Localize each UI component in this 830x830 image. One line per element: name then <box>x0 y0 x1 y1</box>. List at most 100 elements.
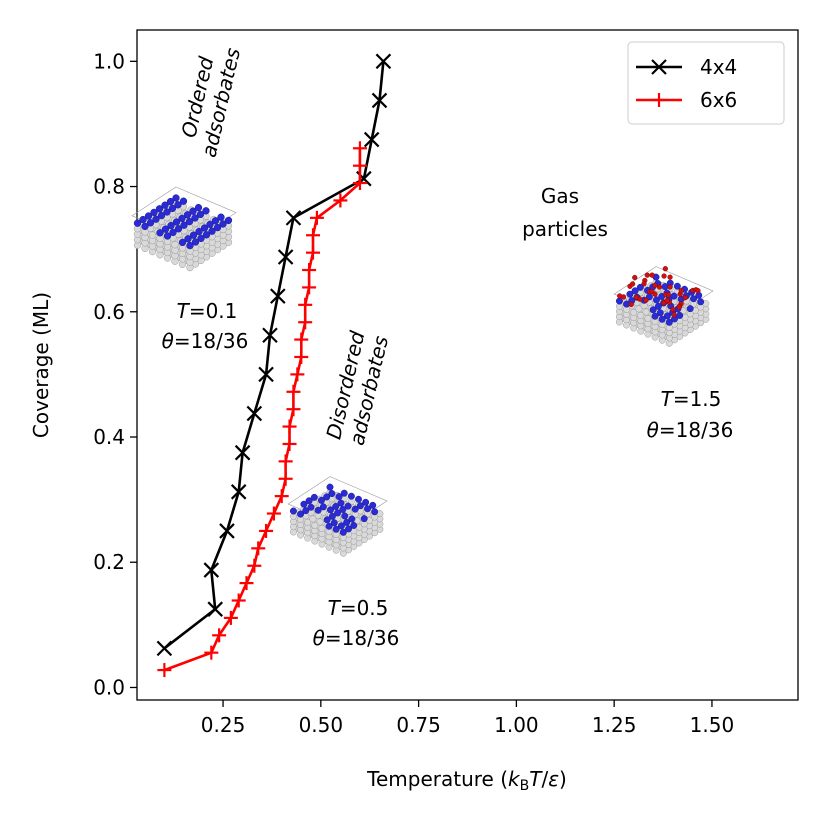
inset-disordered-surface-adsorbate-atom <box>345 525 353 533</box>
data-point-4x4 <box>371 92 388 109</box>
inset-ordered-surface-adsorbate-atom <box>169 228 177 237</box>
inset-gas-surface-adsorbate-atom <box>636 283 644 291</box>
inset-disordered-surface-adsorbate-atom <box>362 498 370 506</box>
caption-high-theta-val: =18/36 <box>659 418 733 442</box>
inset-disordered-surface-adsorbate-atom <box>339 528 347 536</box>
inset-gas-surface-adsorbate-atom <box>652 296 660 304</box>
inset-gas-surface-adsorbate-atom <box>670 292 678 300</box>
inset-gas-surface-gas-particle <box>667 284 673 290</box>
inset-ordered-surface-adsorbate-atom <box>224 216 233 225</box>
x-axis-ticks: 0.25 0.50 0.75 1.00 1.25 1.50 <box>201 700 734 737</box>
inset-ordered-surface-adsorbate-atom <box>194 203 203 212</box>
caption-mid-theta-val: =18/36 <box>325 626 399 650</box>
inset-disordered-surface-adsorbate-atom <box>305 497 313 505</box>
inset-gas-surface-adsorbate-atom <box>663 312 671 320</box>
inset-disordered-surface-adsorbate-atom <box>302 507 310 515</box>
inset-ordered-surface-adsorbate-atom <box>183 211 192 219</box>
plot-area-frame <box>136 29 799 701</box>
inset-disordered-surface-adsorbate-atom <box>300 500 308 508</box>
inset-disordered-surface-adsorbate-atom <box>350 522 358 529</box>
caption-mid-theta-var: θ <box>313 626 325 650</box>
caption-mid-theta: θ=18/36 <box>313 626 400 650</box>
inset-gas-surface-gas-particle <box>629 281 636 287</box>
inset-disordered-surface-adsorbate-atom <box>348 515 356 523</box>
inset-ordered-surface-adsorbate-atom <box>156 229 164 237</box>
inset-ordered-surface-adsorbate-atom <box>197 234 205 243</box>
inset-ordered-surface-adsorbate-atom <box>172 194 180 202</box>
data-point-6x6 <box>266 506 281 521</box>
caption-low-theta: θ=18/36 <box>162 329 249 353</box>
inset-ordered-surface-adsorbate-atom <box>208 227 216 235</box>
data-point-6x6 <box>286 384 301 399</box>
legend-entry-4x4: 4x4 <box>636 55 737 79</box>
inset-ordered-surface-adsorbate-atom <box>191 214 199 222</box>
inset-disordered-surface-adsorbate-atom <box>371 508 379 516</box>
inset-gas-surface-gas-particle <box>652 291 658 297</box>
inset-ordered-surface-adsorbate-atom <box>219 220 227 228</box>
inset-ordered-surface-adsorbate-atom <box>146 219 155 227</box>
inset-disordered-surface-adsorbate-atom <box>317 496 325 504</box>
data-point-4x4 <box>219 523 235 539</box>
inset-ordered-surface-adsorbate-atom <box>213 223 222 232</box>
inset-disordered-surface-adsorbate-atom <box>355 495 362 503</box>
inset-gas-surface-adsorbate-atom <box>658 315 666 323</box>
series-6x6 <box>157 141 367 678</box>
data-point-4x4 <box>270 288 286 304</box>
x-axis-label-text: Temperature (kBT/ε) <box>366 767 567 794</box>
inset-ordered-surface-adsorbate-atom <box>202 231 211 239</box>
inset-disordered-surface-adsorbate-atom <box>319 503 327 511</box>
inset-disordered-surface-adsorbate-atom <box>328 512 336 520</box>
inset-gas-surface-substrate-atom <box>635 305 643 313</box>
inset-disordered-surface-adsorbate-atom <box>310 493 318 501</box>
series-line-4x4 <box>163 61 385 650</box>
data-point-6x6 <box>204 645 219 660</box>
data-point-6x6 <box>157 663 172 678</box>
inset-ordered-surface-adsorbate-atom <box>152 215 160 223</box>
inset-gas-surface-adsorbate-atom <box>649 306 657 314</box>
inset-gas-surface-adsorbate-atom <box>651 312 659 320</box>
data-point-4x4 <box>156 640 173 657</box>
data-point-6x6 <box>282 419 297 434</box>
inset-ordered-surface-adsorbate-atom <box>206 220 214 229</box>
inset-gas-surface-adsorbate-atom <box>656 309 664 317</box>
inset-gas-surface-gas-particle <box>695 288 701 294</box>
inset-disordered-surface-adsorbate-atom <box>337 499 345 507</box>
inset-disordered-surface-adsorbate-atom <box>332 525 340 533</box>
inset-disordered-surface-adsorbate-atom <box>332 503 340 510</box>
inset-disordered-surface-adsorbate-atom <box>326 483 334 491</box>
inset-disordered-surface-adsorbate-atom <box>343 518 351 526</box>
inset-gas-surface-gas-particle <box>628 301 634 308</box>
inset-disordered-surface-adsorbate-atom <box>347 492 355 500</box>
legend-entry-6x6: 6x6 <box>636 88 737 112</box>
data-point-4x4 <box>246 405 263 422</box>
data-point-6x6 <box>274 489 289 504</box>
inset-ordered-surface-adsorbate-atom <box>189 231 198 239</box>
inset-gas-surface-substrate-atom <box>637 311 645 319</box>
caption-mid-T-val: =0.5 <box>340 596 389 620</box>
caption-low-T-val: =0.1 <box>189 299 238 323</box>
inset-gas-surface-gas-particle <box>652 282 658 289</box>
y-axis-label: Coverage (ML) <box>29 292 53 438</box>
y-tick-label: 0.4 <box>93 425 125 449</box>
legend-box <box>627 41 785 125</box>
data-point-6x6 <box>352 158 367 173</box>
inset-gas-surface-gas-particle <box>678 287 684 294</box>
inset-gas-surface-gas-particle <box>656 284 663 290</box>
inset-gas-surface-gas-particle <box>664 297 670 304</box>
y-tick-label: 0.2 <box>93 550 125 574</box>
data-point-6x6 <box>298 297 313 312</box>
y-tick-label: 1.0 <box>93 49 125 73</box>
inset-disordered-surface-adsorbate-atom <box>356 502 364 510</box>
inset-disordered-surface-adsorbate-atom <box>297 510 305 518</box>
data-point-6x6 <box>352 141 367 156</box>
x-tick-label: 0.25 <box>201 713 246 737</box>
data-point-6x6 <box>278 471 293 486</box>
legend-label: 6x6 <box>700 88 737 112</box>
inset-gas-surface-gas-particle <box>667 274 673 280</box>
inset-ordered-surface-adsorbate-atom <box>150 208 158 217</box>
inset-disordered-surface-adsorbate-atom <box>339 506 347 513</box>
inset-ordered-surface-adsorbate-atom <box>185 217 194 226</box>
inset-ordered-surface-adsorbate-atom <box>172 218 181 226</box>
